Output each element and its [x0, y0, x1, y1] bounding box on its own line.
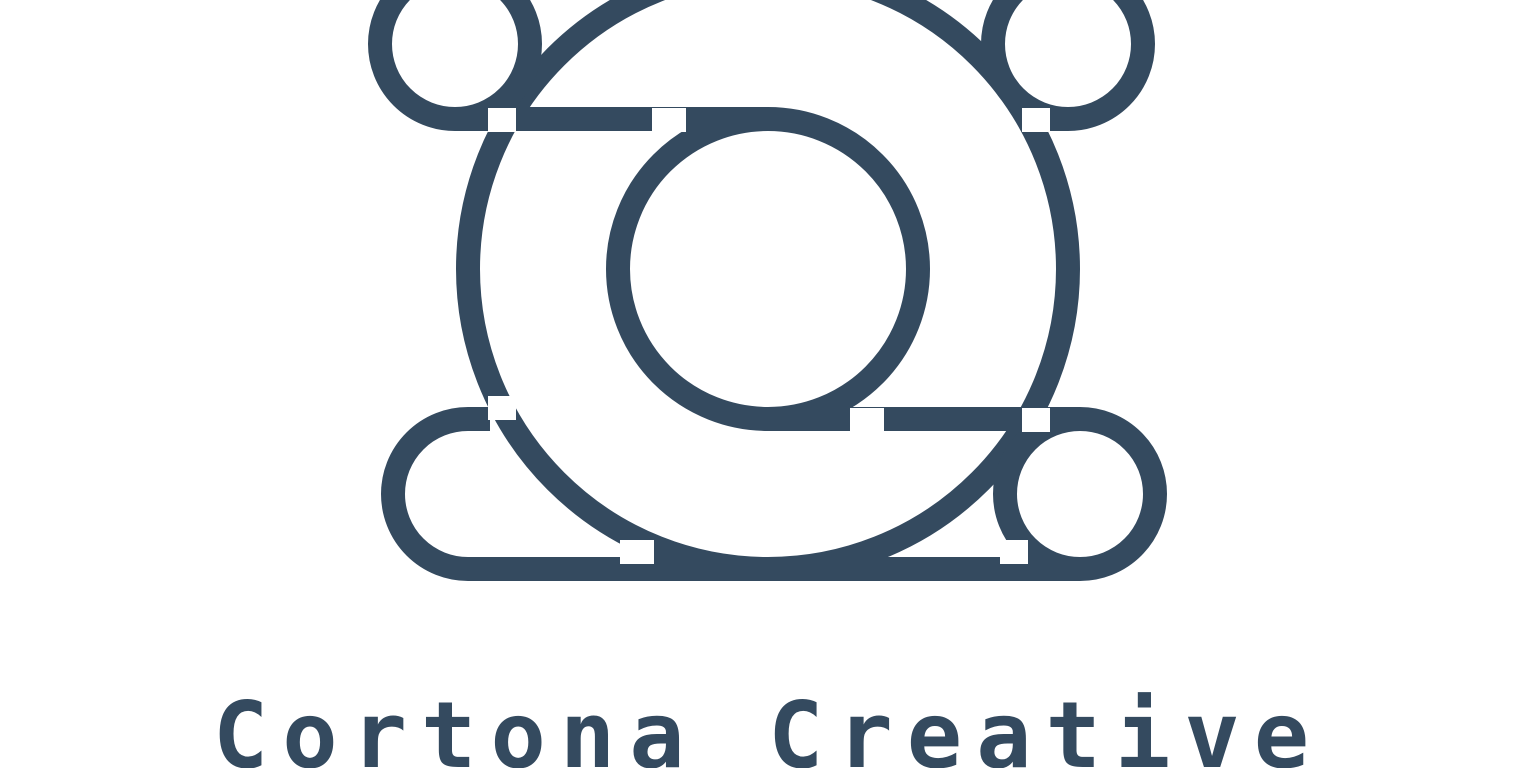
brand-wordmark: Cortona Creative: [0, 690, 1536, 768]
top-left-knob-shape: [380, 0, 530, 119]
outer-ring-shape: [468, 0, 1068, 569]
top-right-knob-shape: [993, 0, 1143, 119]
inner-ring-shape: [618, 119, 918, 419]
